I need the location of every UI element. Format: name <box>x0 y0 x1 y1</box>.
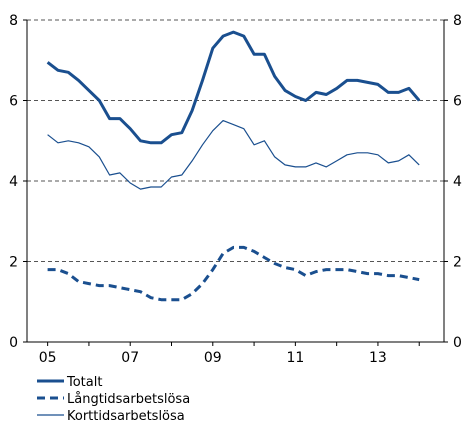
y-tick-label-left: 6 <box>9 94 18 110</box>
y-tick-label-right: 6 <box>453 94 462 110</box>
series-line-2 <box>47 120 420 190</box>
series-line-1 <box>47 245 420 302</box>
legend-label-1: Långtidsarbetslösa <box>67 392 190 407</box>
legend-label-0: Totalt <box>66 375 102 390</box>
y-tick-label-right: 2 <box>453 255 462 271</box>
y-tick-label-right: 8 <box>453 13 462 29</box>
gridlines <box>27 19 444 262</box>
y-tick-label-right: 0 <box>453 335 462 351</box>
x-tick-label: 05 <box>39 350 57 366</box>
series-line-0 <box>46 30 421 145</box>
x-tick-label: 11 <box>286 350 304 366</box>
y-tick-label-left: 8 <box>9 13 18 29</box>
axes <box>23 19 448 346</box>
y-tick-label-left: 2 <box>9 255 18 271</box>
x-tick-label: 07 <box>121 350 139 366</box>
y-tick-label-left: 4 <box>9 174 18 190</box>
x-tick-label: 13 <box>369 350 387 366</box>
x-tick-label: 09 <box>204 350 222 366</box>
legend-label-2: Korttidsarbetslösa <box>67 409 185 424</box>
tick-labels: 0 0 2 2 4 4 6 6 8 8 05 07 09 11 13 <box>9 13 462 366</box>
series-lines <box>46 30 421 302</box>
y-tick-label-left: 0 <box>9 335 18 351</box>
y-tick-label-right: 4 <box>453 174 462 190</box>
legend: Totalt Långtidsarbetslösa Korttidsarbetslö… <box>37 375 190 424</box>
